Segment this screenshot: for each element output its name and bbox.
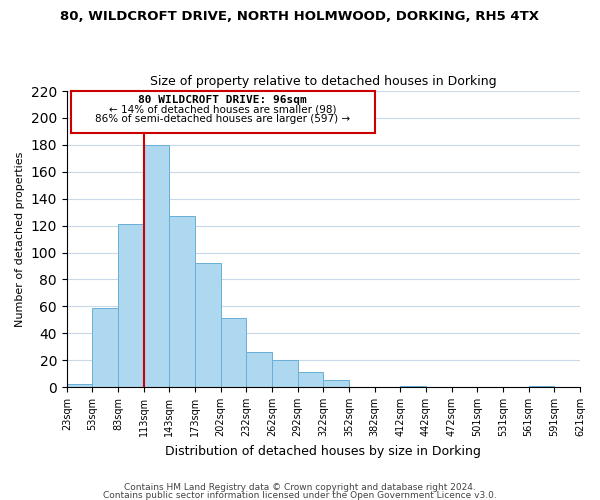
Bar — [323, 380, 349, 387]
Bar — [529, 386, 554, 387]
Bar — [272, 360, 298, 387]
Bar — [118, 224, 144, 387]
Bar — [400, 386, 426, 387]
Bar — [298, 372, 323, 387]
Y-axis label: Number of detached properties: Number of detached properties — [15, 152, 25, 327]
Text: 80, WILDCROFT DRIVE, NORTH HOLMWOOD, DORKING, RH5 4TX: 80, WILDCROFT DRIVE, NORTH HOLMWOOD, DOR… — [61, 10, 539, 23]
Bar — [144, 145, 169, 387]
Text: Contains HM Land Registry data © Crown copyright and database right 2024.: Contains HM Land Registry data © Crown c… — [124, 484, 476, 492]
Bar — [169, 216, 195, 387]
Title: Size of property relative to detached houses in Dorking: Size of property relative to detached ho… — [150, 76, 497, 88]
Text: 80 WILDCROFT DRIVE: 96sqm: 80 WILDCROFT DRIVE: 96sqm — [138, 95, 307, 105]
Text: ← 14% of detached houses are smaller (98): ← 14% of detached houses are smaller (98… — [109, 104, 337, 115]
FancyBboxPatch shape — [71, 91, 375, 133]
Bar — [67, 384, 92, 387]
Text: 86% of semi-detached houses are larger (597) →: 86% of semi-detached houses are larger (… — [95, 114, 350, 124]
Bar — [195, 264, 221, 387]
Bar — [221, 318, 247, 387]
Text: Contains public sector information licensed under the Open Government Licence v3: Contains public sector information licen… — [103, 490, 497, 500]
X-axis label: Distribution of detached houses by size in Dorking: Distribution of detached houses by size … — [166, 444, 481, 458]
Bar — [247, 352, 272, 387]
Bar — [92, 308, 118, 387]
